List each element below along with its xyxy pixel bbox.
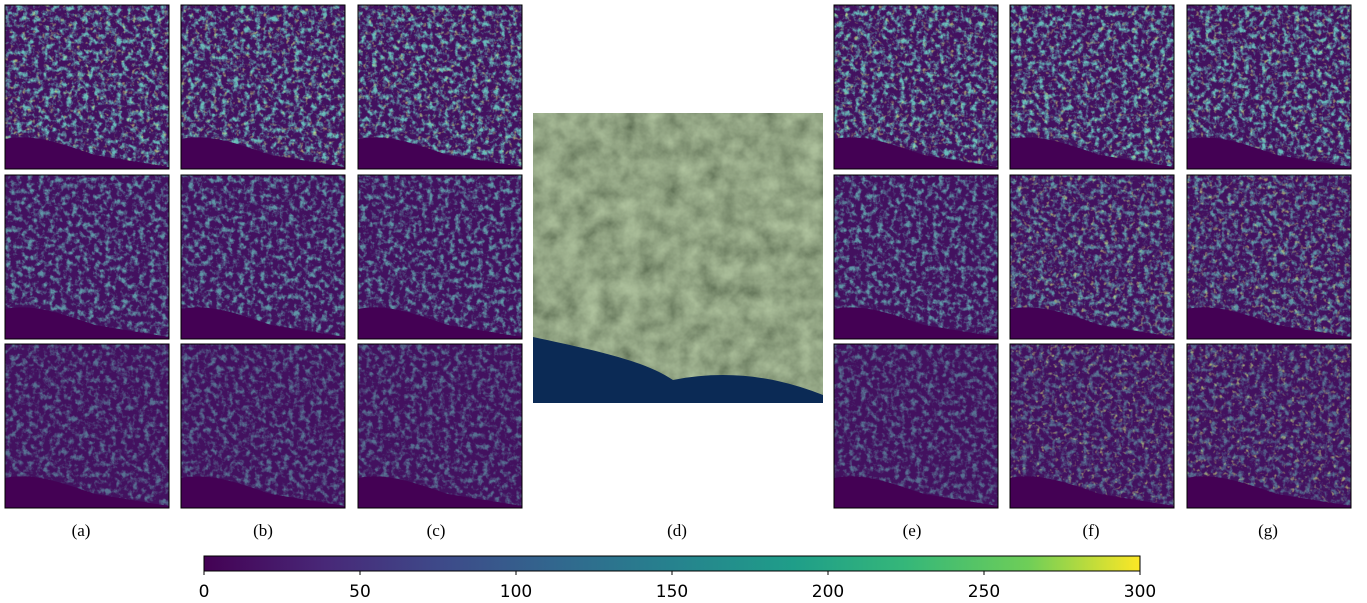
error-map [1187,5,1351,169]
error-map [5,5,169,169]
error-map [181,5,345,169]
panel-label: (g) [1258,521,1278,540]
panel-label: (d) [667,521,687,540]
error-map [181,175,345,339]
colorbar [204,556,1140,571]
error-map [1187,175,1351,339]
error-map [1010,175,1174,339]
panel-label: (f) [1083,521,1100,540]
satellite-image [533,113,823,403]
tick-label: 300 [1124,582,1156,602]
tick-label: 250 [968,582,1000,602]
tick-label: 200 [812,582,844,602]
error-map [358,344,522,508]
panel-label: (b) [253,521,273,540]
colorbar-ticks: 0 50 100 150 200 250 300 [199,571,1157,602]
error-map [181,344,345,508]
panel-label: (a) [72,521,91,540]
error-map [358,5,522,169]
error-map [834,175,998,339]
error-map [1010,5,1174,169]
tick-label: 50 [349,582,371,602]
error-map [358,175,522,339]
panel-label: (c) [427,521,446,540]
error-map [5,175,169,339]
figure: (a) (b) (c) (d) (e) (f) (g) 0 50 100 150 200 250 300 [0,0,1367,603]
panel-label: (e) [903,521,922,540]
error-map [834,344,998,508]
error-map [5,344,169,508]
error-map [1010,344,1174,508]
error-map [1187,344,1351,508]
tick-label: 0 [199,582,210,602]
tick-label: 150 [656,582,688,602]
tick-label: 100 [500,582,532,602]
panels: (a) (b) (c) (d) (e) (f) (g) [5,5,1351,540]
error-map [834,5,998,169]
